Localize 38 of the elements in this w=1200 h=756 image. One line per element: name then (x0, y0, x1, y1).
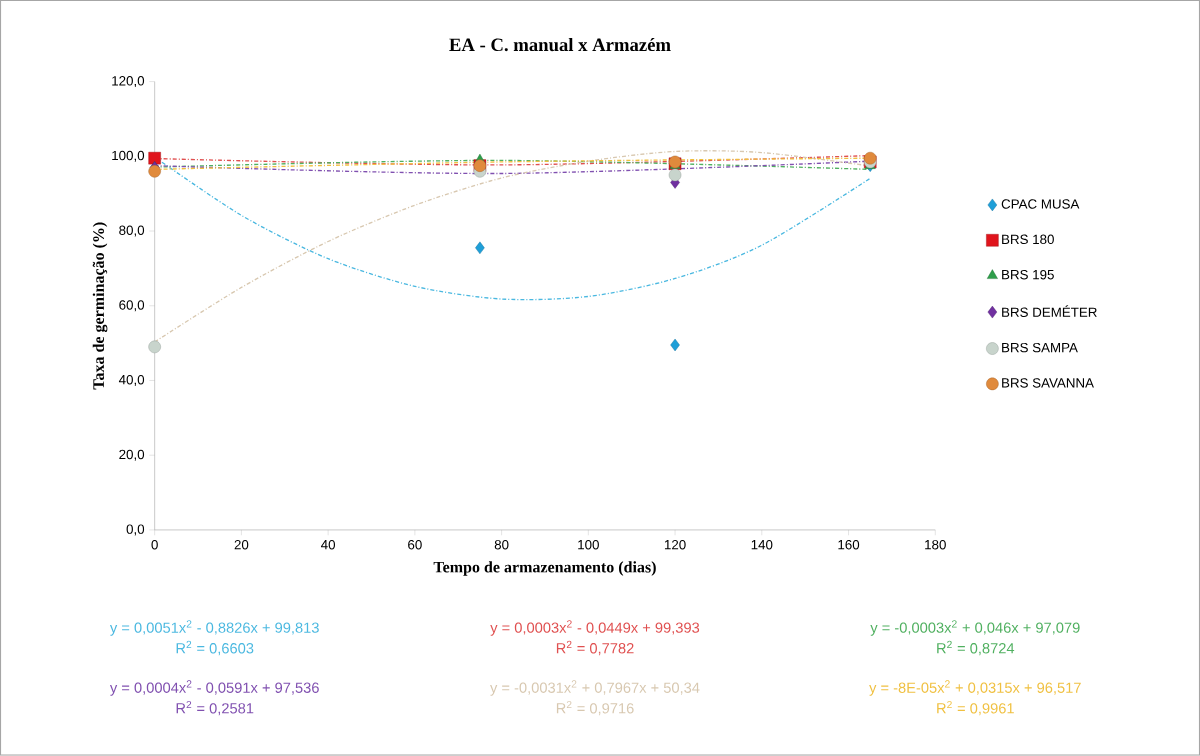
text: y = 0,0004x$^{2}$ - 0,0591x + 97,536 (109, 680, 319, 696)
y-tick-label: 100,0 (112, 150, 145, 162)
legend-label: CPAC MUSA (1001, 199, 1080, 209)
text: R$^{2}$ = 0,8724 (937, 641, 1015, 656)
y-tick-label: 60,0 (119, 300, 145, 312)
text: y = 0,0051x$^{2}$ - 0,8826x + 99,813 (109, 620, 319, 636)
y-axis-title: Taxa de germinação (%) (92, 222, 108, 390)
text: R$^{2}$ = 0,9716 (556, 701, 634, 716)
legend-label: BRS 180 (1002, 234, 1054, 245)
chart-title: EA - C. manual x Armazém (449, 38, 671, 52)
x-tick-label: 100 (578, 540, 599, 550)
y-tick-label: 80,0 (119, 225, 145, 237)
text: R$^{2}$ = 0,9961 (937, 701, 1014, 716)
text: y = -0,0031x$^{2}$ + 0,7967x + 50,34 (490, 680, 700, 696)
x-tick-label: 180 (925, 540, 946, 550)
y-tick-label: 40,0 (118, 375, 145, 387)
text: y = -8E-05x$^{2}$ + 0,0315x + 96,517 (869, 680, 1081, 696)
text: y = 0,0003x$^{2}$ - 0,0449x + 99,393 (490, 620, 700, 636)
legend-label: BRS SAMPA (1002, 343, 1078, 353)
x-tick-label: 40 (321, 540, 336, 550)
x-tick-label: 120 (664, 540, 686, 550)
x-tick-label: 160 (838, 540, 860, 550)
x-tick-label: 140 (751, 540, 773, 550)
x-tick-label: 0 (151, 540, 158, 550)
legend-label: BRS 195 (1002, 270, 1054, 280)
legend-label: BRS SAVANNA (1002, 378, 1094, 388)
y-tick-label: 120,0 (112, 76, 145, 88)
text: y = -0,0003x$^{2}$ + 0,046x + 97,079 (870, 620, 1080, 636)
x-tick-label: 80 (494, 540, 509, 550)
legend-label: BRS DEMÉTER (1002, 305, 1097, 318)
x-axis-title: Tempo de armazenamento (dias) (433, 561, 656, 576)
text: R$^{2}$ = 0,2581 (176, 701, 254, 716)
y-tick-label: 0,0 (126, 524, 145, 536)
x-tick-label: 60 (408, 540, 422, 550)
x-tick-label: 20 (234, 540, 249, 550)
text: R$^{2}$ = 0,7782 (556, 641, 634, 656)
text: R$^{2}$ = 0,6603 (176, 641, 254, 656)
y-tick-label: 20,0 (119, 449, 145, 461)
